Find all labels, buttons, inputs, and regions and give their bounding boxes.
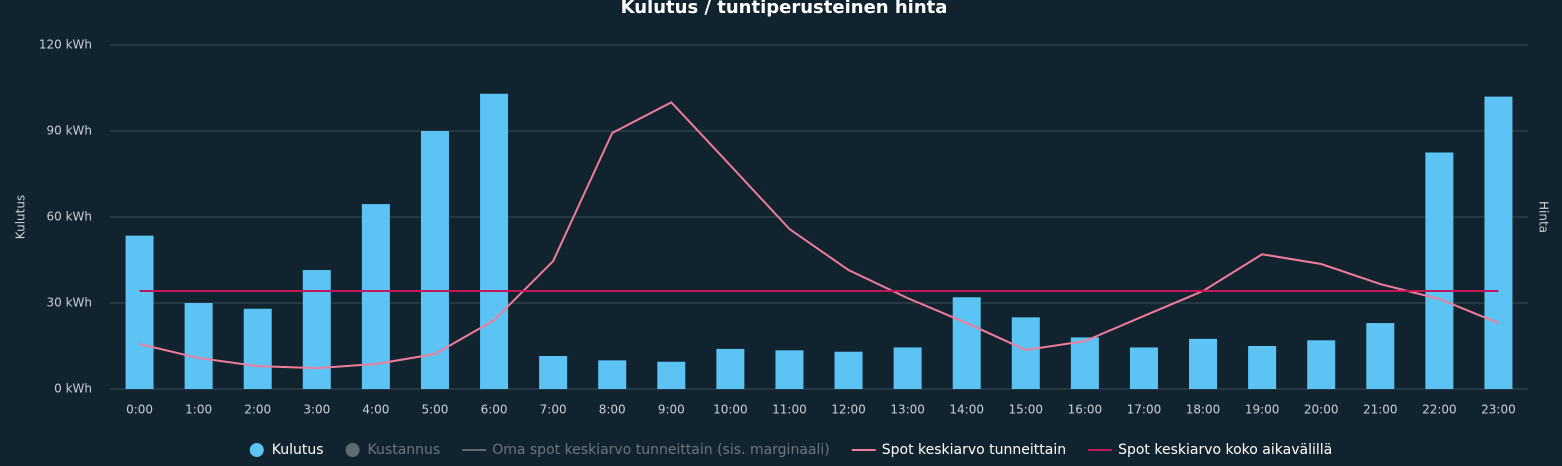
x-tick-label: 4:00 — [362, 403, 389, 417]
x-tick-label: 5:00 — [421, 403, 448, 417]
x-tick-label: 14:00 — [949, 403, 984, 417]
bar — [243, 308, 272, 389]
x-tick-label: 21:00 — [1363, 403, 1398, 417]
x-tick-label: 19:00 — [1245, 403, 1280, 417]
bar — [1425, 152, 1454, 389]
x-tick-label: 17:00 — [1127, 403, 1162, 417]
x-tick-label: 22:00 — [1422, 403, 1457, 417]
bar — [302, 270, 331, 389]
bar — [539, 356, 568, 389]
bar — [1129, 347, 1158, 389]
x-tick-label: 1:00 — [185, 403, 212, 417]
bar — [1011, 317, 1040, 389]
bar — [184, 303, 213, 389]
x-tick-label: 10:00 — [713, 403, 748, 417]
bar — [716, 348, 745, 389]
bar — [1307, 340, 1336, 389]
y-tick-label: 120 kWh — [39, 38, 92, 52]
x-tick-label: 13:00 — [890, 403, 925, 417]
y2-axis-label: Hinta — [1537, 201, 1551, 233]
legend-label: Kustannus — [368, 442, 441, 458]
bar — [420, 131, 449, 389]
legend-label: Spot keskiarvo tunneittain — [882, 442, 1066, 458]
bar — [1248, 346, 1277, 389]
x-tick-label: 16:00 — [1068, 403, 1103, 417]
bar — [480, 93, 509, 389]
x-tick-label: 15:00 — [1008, 403, 1043, 417]
bar — [361, 204, 390, 389]
legend: Kulutus Kustannus Oma spot keskiarvo tunne… — [249, 442, 1332, 458]
bar — [657, 361, 686, 389]
bar — [598, 360, 627, 389]
legend-label: Kulutus — [272, 442, 324, 458]
x-tick-label: 3:00 — [303, 403, 330, 417]
bar — [1484, 96, 1513, 389]
y-tick-label: 90 kWh — [46, 124, 92, 138]
y-tick-label: 30 kWh — [46, 296, 92, 310]
x-tick-label: 9:00 — [658, 403, 685, 417]
x-tick-label: 23:00 — [1481, 403, 1516, 417]
x-tick-label: 7:00 — [540, 403, 567, 417]
y-axis-label: Kulutus — [14, 195, 28, 239]
bar — [952, 297, 981, 389]
x-tick-label: 18:00 — [1186, 403, 1221, 417]
legend-label: Spot keskiarvo koko aikavälillä — [1118, 442, 1332, 458]
x-tick-label: 11:00 — [772, 403, 807, 417]
x-tick-label: 2:00 — [244, 403, 271, 417]
bar — [1366, 323, 1395, 389]
x-tick-label: 20:00 — [1304, 403, 1339, 417]
x-tick-label: 6:00 — [481, 403, 508, 417]
legend-marker — [345, 443, 360, 457]
bar — [834, 351, 863, 389]
y-tick-label: 60 kWh — [46, 210, 92, 224]
line — [139, 101, 1499, 370]
chart-title: Kulutus / tuntiperusteinen hinta — [621, 0, 948, 18]
bar — [1070, 337, 1099, 389]
x-tick-label: 12:00 — [831, 403, 866, 417]
bar — [1189, 338, 1218, 389]
legend-marker — [249, 443, 264, 457]
y-tick-label: 0 kWh — [54, 382, 92, 396]
x-tick-label: 8:00 — [599, 403, 626, 417]
legend-label: Oma spot keskiarvo tunneittain (sis. mar… — [492, 442, 830, 458]
x-tick-label: 0:00 — [126, 403, 153, 417]
bar — [125, 235, 154, 389]
bar — [775, 350, 804, 389]
bar — [893, 347, 922, 389]
